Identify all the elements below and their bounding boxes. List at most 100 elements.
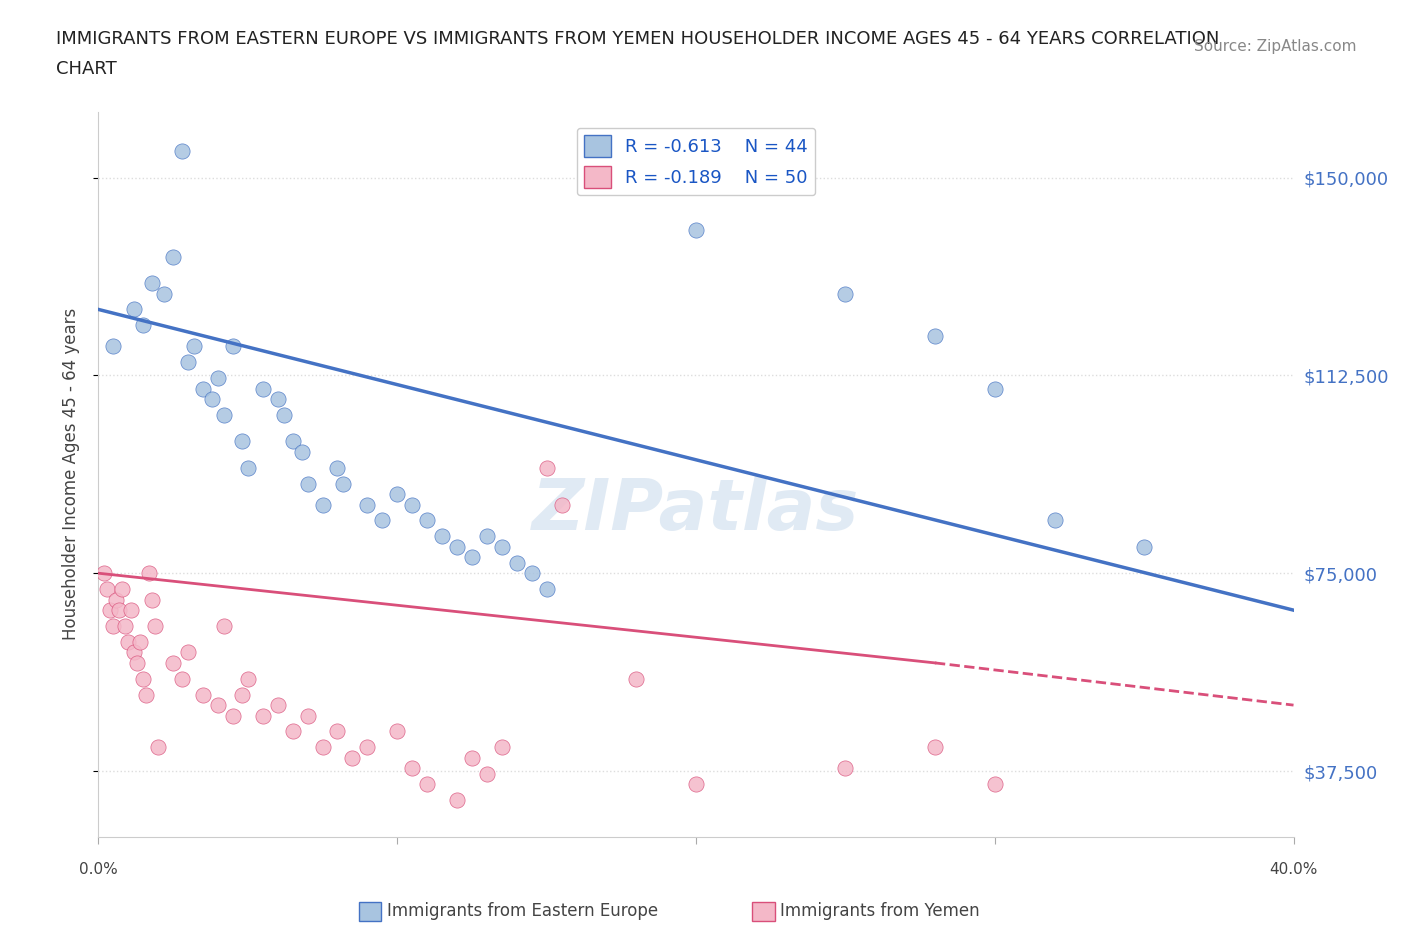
Point: [105, 592, 128, 607]
Point: [108, 603, 131, 618]
Point: [416, 513, 439, 528]
Point: [117, 634, 139, 649]
Point: [326, 460, 349, 475]
Point: [311, 498, 333, 512]
Point: [120, 603, 142, 618]
Point: [172, 671, 194, 686]
Point: [267, 698, 290, 712]
Point: [984, 381, 1007, 396]
Point: [124, 644, 146, 659]
Point: [172, 144, 194, 159]
Point: [191, 381, 214, 396]
Point: [297, 709, 319, 724]
Point: [96, 581, 118, 596]
Point: [141, 275, 163, 290]
Point: [416, 777, 439, 791]
Point: [356, 740, 378, 755]
Point: [162, 249, 184, 264]
Point: [626, 671, 648, 686]
Point: [446, 539, 468, 554]
Point: [371, 513, 394, 528]
Point: [100, 603, 122, 618]
Point: [385, 486, 409, 501]
Text: 40.0%: 40.0%: [1270, 862, 1317, 877]
Point: [401, 761, 423, 776]
Point: [132, 671, 155, 686]
Point: [461, 751, 484, 765]
Point: [183, 339, 205, 353]
Point: [281, 434, 304, 449]
Point: [924, 328, 946, 343]
Text: 0.0%: 0.0%: [79, 862, 118, 877]
Point: [1133, 539, 1156, 554]
Point: [103, 618, 125, 633]
Legend: R = -0.613    N = 44, R = -0.189    N = 50: R = -0.613 N = 44, R = -0.189 N = 50: [576, 128, 815, 195]
Point: [114, 618, 136, 633]
Point: [212, 407, 235, 422]
Point: [834, 761, 856, 776]
Point: [162, 656, 184, 671]
Point: [132, 318, 155, 333]
Point: [685, 223, 707, 238]
Point: [124, 302, 146, 317]
Point: [267, 392, 290, 406]
Point: [231, 434, 253, 449]
Point: [141, 592, 163, 607]
Text: Immigrants from Eastern Europe: Immigrants from Eastern Europe: [387, 902, 658, 921]
Point: [506, 555, 529, 570]
Point: [212, 618, 235, 633]
Point: [536, 581, 558, 596]
Point: [491, 740, 513, 755]
Point: [536, 460, 558, 475]
Point: [461, 550, 484, 565]
Text: CHART: CHART: [56, 60, 117, 78]
Point: [148, 740, 170, 755]
Point: [311, 740, 333, 755]
Point: [153, 286, 176, 301]
Point: [127, 656, 149, 671]
Point: [520, 565, 543, 580]
Point: [550, 498, 572, 512]
Point: [231, 687, 253, 702]
Point: [129, 634, 152, 649]
Point: [236, 460, 259, 475]
Point: [207, 370, 229, 385]
Point: [135, 687, 157, 702]
Point: [291, 445, 314, 459]
Point: [111, 581, 134, 596]
Point: [138, 565, 160, 580]
Point: [475, 529, 498, 544]
Point: [401, 498, 423, 512]
Point: [273, 407, 295, 422]
Point: [446, 792, 468, 807]
Point: [475, 766, 498, 781]
Point: [332, 476, 354, 491]
Point: [252, 381, 274, 396]
Point: [281, 724, 304, 739]
Text: Source: ZipAtlas.com: Source: ZipAtlas.com: [1194, 39, 1357, 54]
Point: [252, 709, 274, 724]
Point: [685, 777, 707, 791]
Text: IMMIGRANTS FROM EASTERN EUROPE VS IMMIGRANTS FROM YEMEN HOUSEHOLDER INCOME AGES : IMMIGRANTS FROM EASTERN EUROPE VS IMMIGR…: [56, 30, 1219, 47]
Point: [207, 698, 229, 712]
Point: [191, 687, 214, 702]
Point: [236, 671, 259, 686]
Text: Immigrants from Yemen: Immigrants from Yemen: [780, 902, 980, 921]
Point: [430, 529, 453, 544]
Point: [356, 498, 378, 512]
Point: [297, 476, 319, 491]
Point: [201, 392, 224, 406]
Point: [385, 724, 409, 739]
Point: [222, 339, 245, 353]
Point: [834, 286, 856, 301]
Point: [177, 644, 200, 659]
Point: [326, 724, 349, 739]
Point: [491, 539, 513, 554]
Point: [342, 751, 364, 765]
Point: [1043, 513, 1066, 528]
Point: [93, 565, 115, 580]
Point: [103, 339, 125, 353]
Point: [984, 777, 1007, 791]
Text: ZIPatlas: ZIPatlas: [533, 476, 859, 545]
Point: [924, 740, 946, 755]
